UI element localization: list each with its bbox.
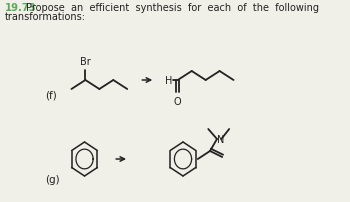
Text: N: N (217, 134, 224, 144)
Text: transformations:: transformations: (4, 12, 85, 22)
Text: (f): (f) (45, 90, 57, 101)
Text: Br: Br (80, 57, 91, 67)
Text: H: H (165, 76, 173, 86)
Text: (g): (g) (45, 174, 60, 184)
Text: 19.73: 19.73 (4, 3, 36, 13)
Text: O: O (174, 97, 182, 106)
Text: Propose  an  efficient  synthesis  for  each  of  the  following: Propose an efficient synthesis for each … (26, 3, 319, 13)
